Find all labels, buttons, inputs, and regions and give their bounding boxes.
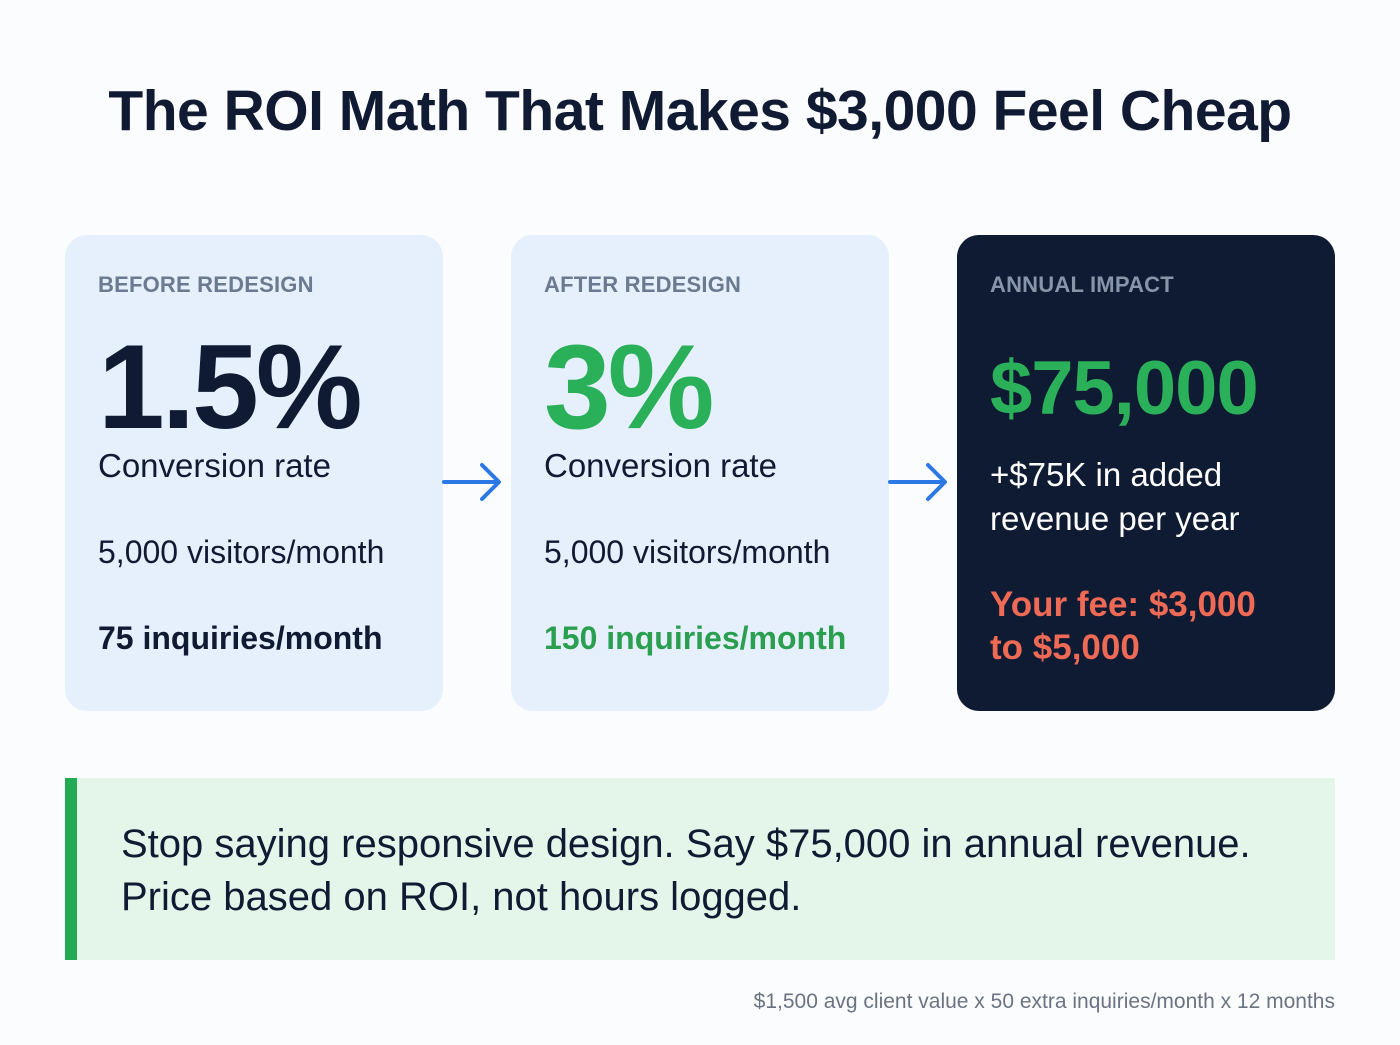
card-label: ANNUAL IMPACT (990, 272, 1174, 297)
conversion-rate-value: 3% (544, 320, 714, 454)
revenue-caption: +$75K in added revenue per year (990, 453, 1302, 541)
visitors-stat: 5,000 visitors/month (544, 534, 831, 570)
key-takeaway-callout: Stop saying responsive design. Say $75,0… (65, 778, 1335, 960)
visitors-stat: 5,000 visitors/month (98, 534, 385, 570)
fee-range: Your fee: $3,000 to $5,000 (990, 583, 1302, 669)
after-redesign-card: AFTER REDESIGN 3% Conversion rate 5,000 … (511, 235, 889, 711)
fee-line-1: Your fee: $3,000 (990, 585, 1256, 624)
card-label: AFTER REDESIGN (544, 272, 742, 297)
revenue-caption-line-2: revenue per year (990, 500, 1240, 537)
annual-impact-card: ANNUAL IMPACT $75,000 +$75K in added rev… (957, 235, 1335, 711)
fee-line-2: to $5,000 (990, 628, 1140, 667)
annual-revenue-value: $75,000 (990, 346, 1259, 431)
page-title: The ROI Math That Makes $3,000 Feel Chea… (108, 79, 1292, 143)
calculation-footnote: $1,500 avg client value x 50 extra inqui… (753, 990, 1335, 1013)
callout-line-1: Stop saying responsive design. Say $75,0… (121, 822, 1251, 866)
arrow-right-icon (442, 460, 504, 504)
revenue-caption-line-1: +$75K in added (990, 456, 1223, 493)
inquiries-stat: 75 inquiries/month (98, 620, 383, 656)
inquiries-stat: 150 inquiries/month (544, 620, 847, 656)
callout-line-2: Price based on ROI, not hours logged. (121, 875, 802, 919)
before-redesign-card: BEFORE REDESIGN 1.5% Conversion rate 5,0… (65, 235, 443, 711)
conversion-rate-caption: Conversion rate (544, 447, 777, 484)
card-label: BEFORE REDESIGN (98, 272, 314, 297)
conversion-rate-value: 1.5% (98, 320, 363, 454)
arrow-right-icon (888, 460, 950, 504)
conversion-rate-caption: Conversion rate (98, 447, 331, 484)
